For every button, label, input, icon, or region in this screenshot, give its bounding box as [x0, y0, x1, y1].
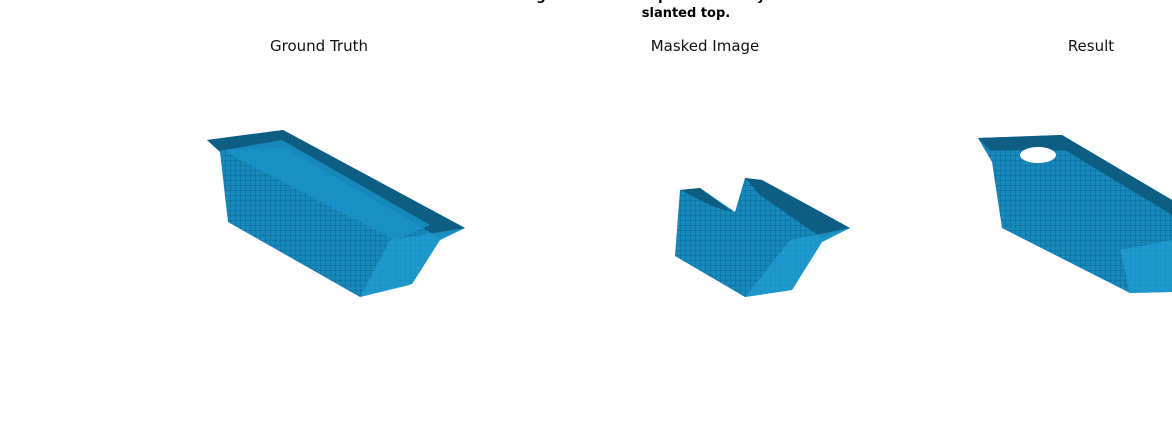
figure-title-line: slanted top. [642, 6, 730, 21]
voxel-shape [978, 135, 1172, 293]
figure-title-line: A rectangular tub with a predominantly f… [475, 0, 898, 4]
voxel-shape [675, 178, 850, 297]
voxel-shape [207, 130, 465, 297]
panel-title: Ground Truth [270, 37, 368, 55]
panel-title: Masked Image [651, 37, 760, 55]
panel-title: Result [1068, 37, 1114, 55]
